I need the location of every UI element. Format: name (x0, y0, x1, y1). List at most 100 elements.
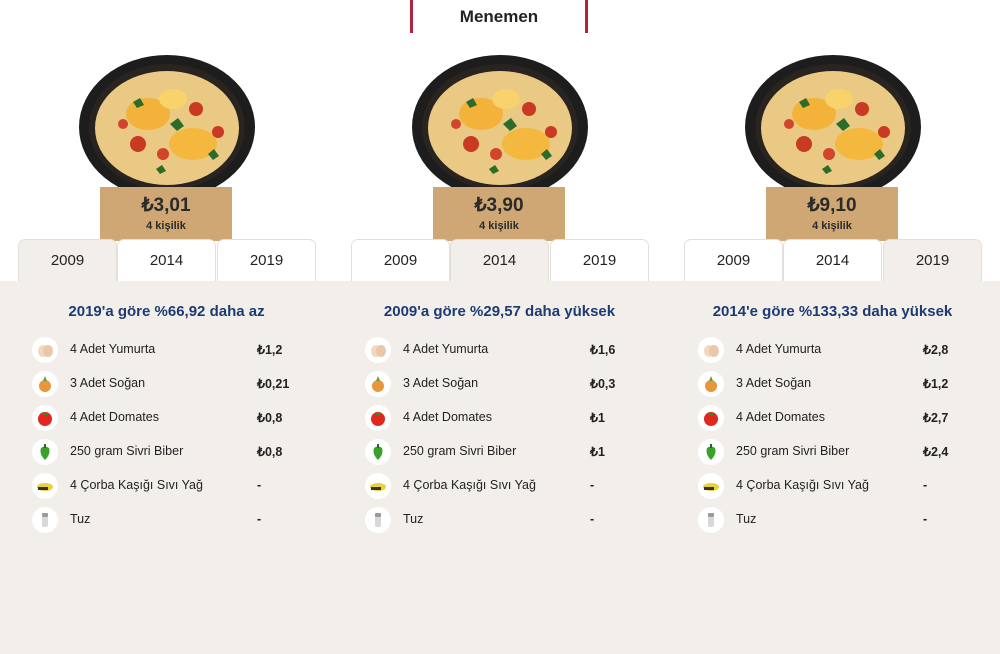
ingredient-cost: ₺1 (590, 445, 605, 459)
ingredient-row: 250 gram Sivri Biber ₺1 (365, 439, 655, 467)
year-tabs: 2009 2014 2019 (18, 239, 316, 281)
ingredient-name: 250 gram Sivri Biber (70, 444, 184, 458)
oil-icon (698, 473, 724, 499)
ingredient-cost: - (923, 512, 928, 526)
tab-2019[interactable]: 2019 (883, 239, 982, 281)
ingredient-cost: - (590, 512, 595, 526)
ingredient-name: 250 gram Sivri Biber (403, 444, 517, 458)
ingredient-row: 4 Çorba Kaşığı Sıvı Yağ - (698, 473, 988, 501)
comparison-text: 2009'a göre %29,57 daha yüksek (383, 303, 616, 320)
pepper-icon (698, 439, 724, 465)
ingredient-row: 250 gram Sivri Biber ₺0,8 (32, 439, 322, 467)
pepper-icon (32, 439, 58, 465)
ingredient-name: 3 Adet Soğan (70, 376, 146, 390)
egg-icon (698, 337, 724, 363)
price-value: ₺9,10 (807, 195, 857, 216)
pepper-icon (365, 439, 391, 465)
year-column-2019: ₺9,10 4 kişilik 2009 2014 2019 2014'e gö… (666, 0, 999, 654)
serves-label: 4 kişilik (146, 220, 186, 232)
salt-icon (365, 507, 391, 533)
serves-label: 4 kişilik (479, 220, 519, 232)
ingredient-name: 4 Adet Domates (736, 410, 825, 424)
ingredient-name: 4 Adet Domates (70, 410, 159, 424)
ingredient-cost: ₺1,2 (923, 377, 949, 391)
comparison-text: 2014'e göre %133,33 daha yüksek (712, 303, 953, 320)
ingredient-cost: ₺2,4 (923, 445, 949, 459)
oil-icon (365, 473, 391, 499)
ingredient-row: 250 gram Sivri Biber ₺2,4 (698, 439, 988, 467)
ingredient-name: 3 Adet Soğan (403, 376, 479, 390)
menemen-pan-image (745, 55, 921, 199)
ingredient-name: 4 Çorba Kaşığı Sıvı Yağ (70, 478, 203, 492)
ingredient-cost: ₺1 (590, 411, 605, 425)
price-box: ₺3,01 4 kişilik (100, 187, 232, 241)
ingredient-name: Tuz (403, 512, 424, 526)
tomato-icon (365, 405, 391, 431)
tomato-icon (698, 405, 724, 431)
ingredient-row: 4 Adet Domates ₺0,8 (32, 405, 322, 433)
ingredient-cost: ₺1,6 (590, 343, 616, 357)
ingredient-row: 4 Adet Yumurta ₺1,6 (365, 337, 655, 365)
page-title: Menemen (410, 0, 588, 33)
ingredient-cost: - (257, 512, 262, 526)
ingredient-name: Tuz (70, 512, 91, 526)
tab-2009[interactable]: 2009 (684, 239, 783, 281)
ingredient-row: Tuz - (365, 507, 655, 535)
ingredient-row: 3 Adet Soğan ₺0,21 (32, 371, 322, 399)
year-column-2009: ₺3,01 4 kişilik 2009 2014 2019 2019'a gö… (0, 0, 333, 654)
ingredient-name: 3 Adet Soğan (736, 376, 812, 390)
tomato-icon (32, 405, 58, 431)
ingredient-name: 4 Adet Domates (403, 410, 492, 424)
ingredient-row: 4 Adet Yumurta ₺2,8 (698, 337, 988, 365)
price-value: ₺3,90 (474, 195, 524, 216)
onion-icon (32, 371, 58, 397)
price-value: ₺3,01 (141, 195, 191, 216)
tab-2014[interactable]: 2014 (450, 239, 549, 281)
ingredient-cost: ₺1,2 (257, 343, 283, 357)
menemen-pan-image (79, 55, 255, 199)
serves-label: 4 kişilik (812, 220, 852, 232)
year-tabs: 2009 2014 2019 (684, 239, 982, 281)
ingredient-row: 4 Adet Domates ₺2,7 (698, 405, 988, 433)
ingredient-cost: ₺0,3 (590, 377, 616, 391)
ingredient-cost: ₺0,21 (257, 377, 290, 391)
ingredient-row: Tuz - (32, 507, 322, 535)
ingredient-name: 4 Adet Yumurta (736, 342, 822, 356)
ingredient-cost: ₺0,8 (257, 411, 283, 425)
price-box: ₺3,90 4 kişilik (433, 187, 565, 241)
tab-2019[interactable]: 2019 (217, 239, 316, 281)
ingredient-row: 4 Çorba Kaşığı Sıvı Yağ - (365, 473, 655, 501)
tab-2009[interactable]: 2009 (351, 239, 450, 281)
ingredient-row: 4 Adet Yumurta ₺1,2 (32, 337, 322, 365)
ingredient-cost: ₺0,8 (257, 445, 283, 459)
menemen-pan-image (412, 55, 588, 199)
egg-icon (32, 337, 58, 363)
ingredient-cost: ₺2,8 (923, 343, 949, 357)
ingredient-row: 3 Adet Soğan ₺0,3 (365, 371, 655, 399)
ingredient-row: 4 Adet Domates ₺1 (365, 405, 655, 433)
content-panel (0, 281, 1000, 654)
price-box: ₺9,10 4 kişilik (766, 187, 898, 241)
ingredient-cost: - (257, 478, 262, 492)
ingredient-name: 4 Adet Yumurta (403, 342, 489, 356)
salt-icon (32, 507, 58, 533)
ingredient-name: 4 Çorba Kaşığı Sıvı Yağ (403, 478, 536, 492)
egg-icon (365, 337, 391, 363)
ingredient-name: 4 Çorba Kaşığı Sıvı Yağ (736, 478, 869, 492)
ingredient-cost: - (923, 478, 928, 492)
tab-2014[interactable]: 2014 (783, 239, 882, 281)
ingredient-cost: - (590, 478, 595, 492)
salt-icon (698, 507, 724, 533)
tab-2019[interactable]: 2019 (550, 239, 649, 281)
tab-2009[interactable]: 2009 (18, 239, 117, 281)
comparison-text: 2019'a göre %66,92 daha az (68, 303, 265, 320)
year-tabs: 2009 2014 2019 (351, 239, 649, 281)
ingredient-row: 3 Adet Soğan ₺1,2 (698, 371, 988, 399)
ingredient-row: Tuz - (698, 507, 988, 535)
ingredient-name: 4 Adet Yumurta (70, 342, 156, 356)
onion-icon (365, 371, 391, 397)
tab-2014[interactable]: 2014 (117, 239, 216, 281)
ingredient-cost: ₺2,7 (923, 411, 949, 425)
oil-icon (32, 473, 58, 499)
onion-icon (698, 371, 724, 397)
